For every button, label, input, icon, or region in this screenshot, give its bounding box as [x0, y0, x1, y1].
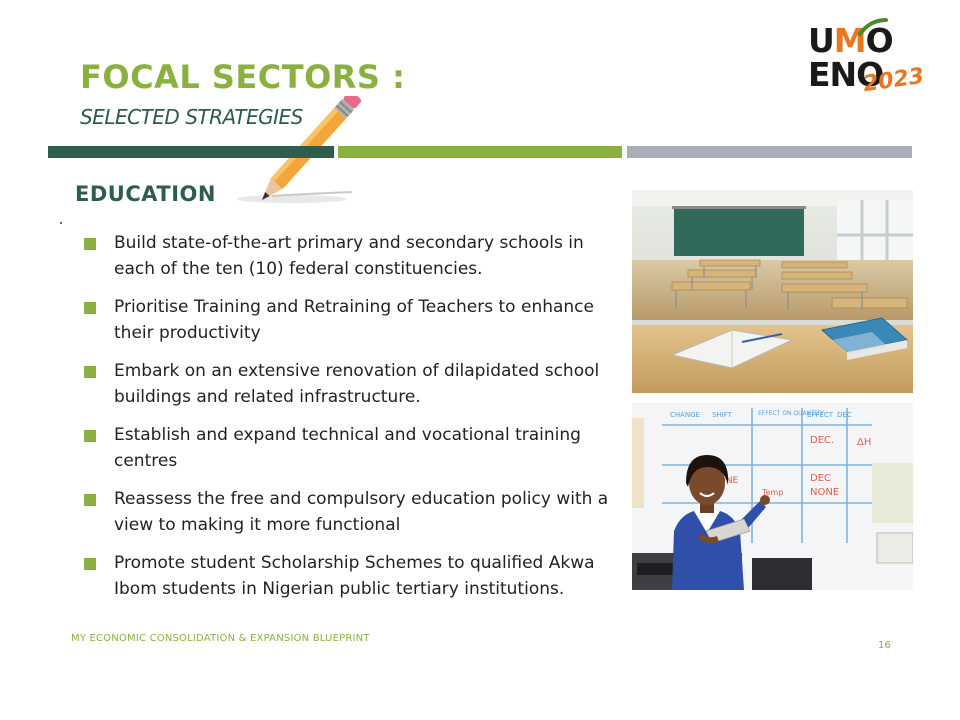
list-item: Reassess the free and compulsory educati…: [84, 486, 620, 538]
logo-line-1: UMO: [808, 21, 894, 60]
pencil-icon: [237, 96, 362, 203]
whiteboard-col-3: EFFECT ON QUANTITY: [758, 410, 824, 417]
list-item: Promote student Scholarship Schemes to q…: [84, 550, 620, 602]
whiteboard-cell-4: NONE: [712, 476, 739, 486]
whiteboard-cell-5: Temp: [761, 488, 783, 497]
teacher-photo: CHANGE SHIFT EFFECT ON QUANTITY EFFECT D…: [632, 403, 913, 590]
slide-subtitle: SELECTED STRATEGIES: [80, 105, 303, 129]
strategy-list: Build state-of-the-art primary and secon…: [84, 230, 620, 614]
divider-bar-dark: [48, 146, 334, 158]
stray-dot: [60, 222, 62, 224]
bullet-square-icon: [84, 366, 96, 378]
slide-title: FOCAL SECTORS :: [80, 58, 406, 96]
campaign-logo: UMO ENO 2023: [808, 18, 926, 97]
bullet-square-icon: [84, 558, 96, 570]
list-item: Build state-of-the-art primary and secon…: [84, 230, 620, 282]
bullet-square-icon: [84, 430, 96, 442]
bullet-square-icon: [84, 238, 96, 250]
section-heading: EDUCATION: [75, 182, 216, 206]
logo-line-2: ENO: [808, 55, 884, 94]
whiteboard-col-2: SHIFT: [712, 411, 733, 419]
divider-bar-green: [338, 146, 622, 158]
bullet-square-icon: [84, 302, 96, 314]
whiteboard-cell-2: DEC: [810, 473, 831, 484]
bullet-square-icon: [84, 494, 96, 506]
logo-swoosh-icon: [858, 18, 888, 36]
list-item: Prioritise Training and Retraining of Te…: [84, 294, 620, 346]
list-item: Establish and expand technical and vocat…: [84, 422, 620, 474]
whiteboard-cell-6: ΔH: [857, 437, 871, 448]
page-number: 16: [878, 640, 891, 651]
whiteboard-cell-1: DEC.: [810, 435, 834, 446]
footer-text: MY ECONOMIC CONSOLIDATION & EXPANSION BL…: [71, 633, 370, 644]
whiteboard-col-1: CHANGE: [670, 411, 700, 419]
whiteboard-col-4: EFFECT: [807, 411, 834, 419]
divider-bar-grey: [627, 146, 912, 158]
list-item: Embark on an extensive renovation of dil…: [84, 358, 620, 410]
whiteboard-cell-3: NONE: [810, 487, 839, 498]
classroom-photo: [632, 190, 913, 393]
whiteboard-col-5: DEC: [837, 411, 852, 419]
